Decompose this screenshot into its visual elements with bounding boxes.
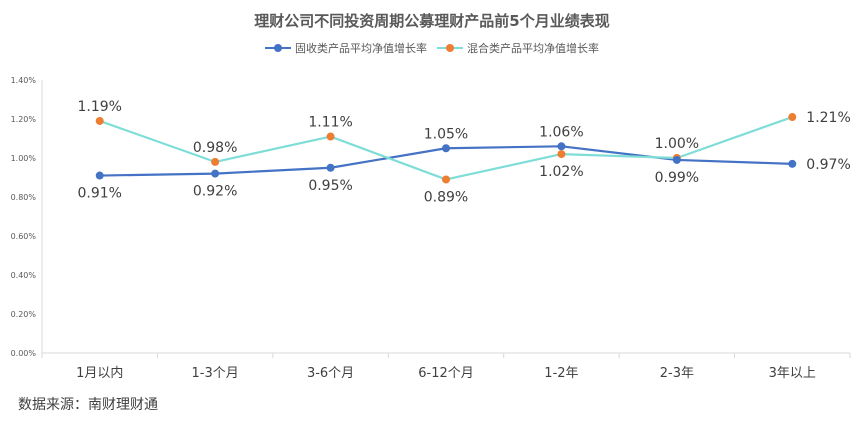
data-point-fixed-income (557, 142, 566, 151)
x-tick-label: 2-3年 (660, 366, 694, 381)
x-tick-label: 1-3个月 (192, 366, 239, 381)
chart-title: 理财公司不同投资周期公募理财产品前5个月业绩表现 (254, 12, 610, 30)
y-tick-label: 0.60% (11, 232, 37, 241)
data-label-hybrid: 0.89% (424, 189, 468, 205)
legend: 固收类产品平均净值增长率 混合类产品平均净值增长率 (0, 40, 864, 56)
x-tick-label: 1-2年 (544, 366, 578, 381)
y-tick-label: 0.20% (11, 310, 37, 319)
data-source-note: 数据来源：南财理财通 (18, 397, 158, 413)
legend-swatch-fixed-income (265, 43, 291, 53)
data-label-hybrid: 1.11% (308, 115, 352, 131)
data-point-hybrid (788, 113, 797, 122)
data-point-fixed-income (211, 169, 220, 178)
data-point-hybrid (326, 132, 335, 141)
line-chart: 0.00% 0.20% 0.40% 0.60% 0.80% 1.00% 1.20% 1.40%… (11, 76, 851, 381)
y-tick-label: 0.40% (11, 271, 37, 280)
legend-item-hybrid: 混合类产品平均净值增长率 (437, 40, 599, 56)
x-tick-label: 3-6个月 (307, 366, 354, 381)
data-label-hybrid: 1.00% (655, 136, 699, 152)
data-point-hybrid (95, 116, 104, 125)
y-tick-label: 1.40% (11, 76, 37, 85)
data-label-fixed-income: 1.06% (539, 124, 583, 140)
legend-label-hybrid: 混合类产品平均净值增长率 (467, 42, 599, 55)
data-label-hybrid: 1.02% (539, 164, 583, 180)
y-tick-label: 1.00% (11, 154, 37, 163)
data-point-fixed-income (442, 144, 450, 153)
data-point-fixed-income (95, 171, 104, 180)
data-label-fixed-income: 0.97% (806, 157, 850, 173)
data-label-fixed-income: 1.05% (424, 126, 468, 142)
y-tick-label: 0.00% (11, 349, 37, 358)
legend-swatch-hybrid (437, 43, 463, 53)
x-tick-label: 6-12个月 (418, 366, 474, 381)
data-point-hybrid (557, 150, 566, 159)
data-label-fixed-income: 0.92% (193, 184, 237, 200)
data-point-fixed-income (788, 159, 797, 168)
data-point-fixed-income (326, 163, 335, 172)
data-label-fixed-income: 0.91% (77, 186, 121, 202)
data-point-hybrid (211, 157, 220, 166)
data-label-hybrid: 1.21% (806, 110, 850, 126)
x-tick-label: 1月以内 (76, 365, 123, 381)
y-tick-label: 0.80% (11, 193, 37, 202)
data-point-hybrid (442, 175, 450, 184)
data-label-fixed-income: 0.95% (308, 178, 352, 194)
data-label-hybrid: 0.98% (193, 140, 237, 156)
legend-item-fixed-income: 固收类产品平均净值增长率 (265, 40, 427, 56)
legend-label-fixed-income: 固收类产品平均净值增长率 (295, 42, 427, 55)
y-tick-label: 1.20% (11, 115, 37, 124)
data-label-hybrid: 1.19% (77, 99, 121, 115)
data-point-fixed-income (672, 155, 681, 164)
data-label-fixed-income: 0.99% (655, 170, 699, 186)
x-tick-label: 3年以上 (769, 366, 816, 381)
